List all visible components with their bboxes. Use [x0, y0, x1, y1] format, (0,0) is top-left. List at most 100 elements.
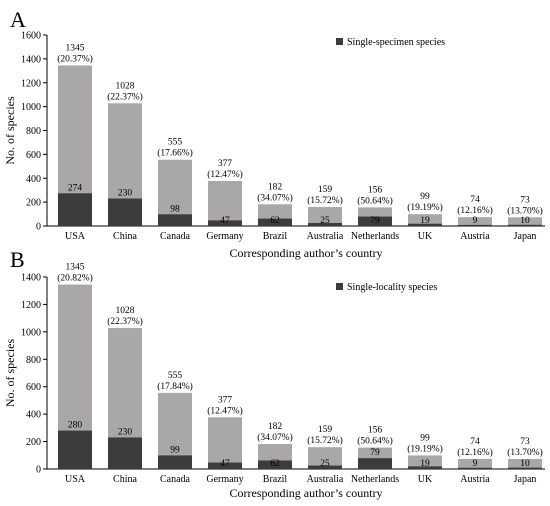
data-label-percent: (12.47%) — [207, 169, 243, 180]
x-tick-label: Australia — [307, 474, 344, 485]
data-label-total: 73 — [520, 437, 530, 447]
x-tick-label: UK — [418, 474, 433, 485]
data-label-percent: (17.66%) — [157, 148, 193, 159]
y-tick-label: 800 — [26, 126, 41, 137]
x-tick-label: Brazil — [263, 474, 288, 485]
data-label-total: 99 — [420, 433, 430, 443]
bar-highlight — [58, 193, 92, 226]
data-label-percent: (19.19%) — [407, 202, 443, 213]
bar-highlight — [408, 466, 442, 469]
data-label-total: 156 — [368, 185, 383, 195]
y-tick-label: 600 — [26, 382, 41, 393]
x-tick-label: Japan — [514, 231, 537, 242]
data-label-highlight: 230 — [118, 189, 133, 199]
x-tick-label: China — [113, 231, 137, 242]
data-label-total: 377 — [218, 395, 233, 405]
data-label-total: 156 — [368, 426, 383, 436]
data-label-highlight: 10 — [520, 216, 530, 226]
data-label-highlight: 47 — [220, 216, 230, 226]
bar-total — [308, 207, 342, 226]
bar-highlight — [158, 214, 192, 226]
data-label-percent: (17.84%) — [157, 381, 193, 392]
x-tick-label: Australia — [307, 231, 344, 242]
legend-label: Single-locality species — [347, 282, 437, 293]
bar-total — [458, 217, 492, 226]
panel-letter: A — [10, 7, 26, 32]
x-tick-label: UK — [418, 231, 433, 242]
data-label-highlight: 99 — [170, 445, 180, 455]
data-label-total: 74 — [470, 437, 480, 447]
data-label-percent: (19.19%) — [407, 443, 443, 454]
data-label-percent: (12.47%) — [207, 405, 243, 416]
bar-highlight — [108, 437, 142, 469]
data-label-total: 377 — [218, 159, 233, 169]
bar-highlight — [158, 455, 192, 469]
bar-highlight — [508, 467, 542, 469]
data-label-total: 1028 — [116, 81, 135, 91]
bar-highlight — [308, 465, 342, 469]
data-label-highlight: 19 — [420, 216, 430, 226]
legend-swatch — [336, 283, 343, 290]
data-label-percent: (12.16%) — [457, 447, 493, 458]
x-tick-label: Canada — [160, 474, 191, 485]
data-label-highlight: 274 — [68, 183, 83, 193]
y-tick-label: 200 — [26, 437, 41, 448]
data-label-percent: (34.07%) — [257, 192, 293, 203]
data-label-highlight: 47 — [220, 459, 230, 469]
data-label-total: 555 — [168, 138, 183, 148]
x-tick-label: Germany — [206, 474, 243, 485]
data-label-total: 555 — [168, 371, 183, 381]
y-axis-title: No. of species — [3, 96, 17, 165]
x-axis-title: Corresponding author’s country — [229, 486, 382, 500]
data-label-percent: (13.70%) — [507, 447, 543, 458]
bar-highlight — [358, 216, 392, 226]
data-label-highlight: 25 — [320, 459, 330, 469]
panel-letter: B — [10, 247, 25, 272]
x-tick-label: Japan — [514, 474, 537, 485]
data-label-highlight: 230 — [118, 427, 133, 437]
y-tick-label: 1000 — [21, 327, 41, 338]
x-tick-label: Austria — [460, 474, 490, 485]
bar-total — [308, 447, 342, 469]
data-label-total: 182 — [268, 422, 283, 432]
data-label-highlight: 10 — [520, 459, 530, 469]
data-label-highlight: 79 — [370, 216, 380, 226]
y-tick-label: 400 — [26, 410, 41, 421]
data-label-total: 74 — [470, 195, 480, 205]
data-label-highlight: 19 — [420, 459, 430, 469]
y-tick-label: 1600 — [21, 31, 41, 42]
x-tick-label: Netherlands — [351, 474, 399, 485]
y-tick-label: 200 — [26, 198, 41, 209]
bar-highlight — [508, 224, 542, 226]
data-label-highlight: 62 — [270, 216, 280, 226]
data-label-percent: (13.70%) — [507, 205, 543, 216]
data-label-percent: (15.72%) — [307, 195, 343, 206]
data-label-percent: (20.82%) — [57, 273, 93, 284]
data-label-percent: (15.72%) — [307, 435, 343, 446]
data-label-total: 1345 — [66, 263, 85, 273]
y-tick-label: 600 — [26, 150, 41, 161]
x-tick-label: China — [113, 474, 137, 485]
y-axis-title: No. of species — [3, 339, 17, 408]
data-label-percent: (50.64%) — [357, 436, 393, 447]
data-label-total: 182 — [268, 182, 283, 192]
data-label-percent: (20.37%) — [57, 53, 93, 64]
data-label-total: 99 — [420, 192, 430, 202]
bar-highlight — [358, 458, 392, 469]
y-tick-label: 400 — [26, 174, 41, 185]
data-label-percent: (34.07%) — [257, 432, 293, 443]
y-tick-label: 0 — [36, 222, 41, 233]
data-label-highlight: 280 — [68, 421, 83, 431]
data-label-percent: (50.64%) — [357, 195, 393, 206]
x-tick-label: Canada — [160, 231, 191, 242]
data-label-highlight: 25 — [320, 216, 330, 226]
data-label-highlight: 98 — [170, 204, 180, 214]
bar-highlight — [408, 223, 442, 226]
data-label-total: 159 — [318, 185, 333, 195]
data-label-highlight: 9 — [473, 459, 478, 469]
y-tick-label: 1200 — [21, 300, 41, 311]
legend-swatch — [336, 38, 343, 45]
bar-highlight — [208, 220, 242, 226]
y-tick-label: 1000 — [21, 102, 41, 113]
